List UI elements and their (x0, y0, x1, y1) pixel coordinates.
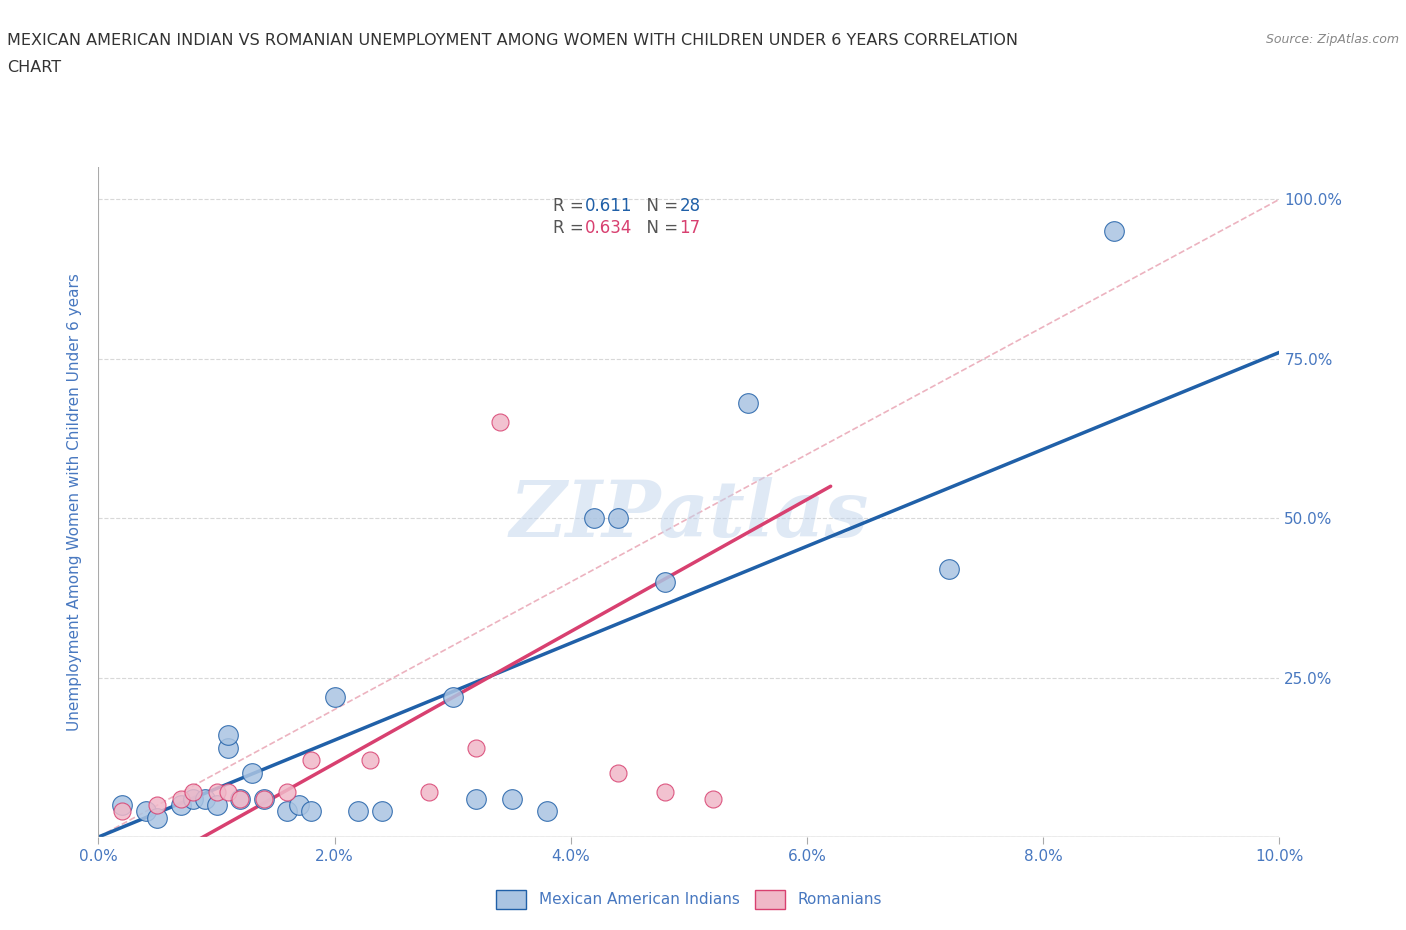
Point (938, 562, 960, 577)
Point (465, 740, 488, 755)
Point (170, 798, 193, 813)
Point (146, 798, 169, 813)
Point (299, 753, 322, 768)
Text: 28: 28 (679, 197, 700, 215)
Text: CHART: CHART (7, 60, 60, 75)
Point (1102, 224, 1125, 239)
Text: R =: R = (553, 197, 589, 215)
Point (217, 740, 239, 755)
Text: 0.634: 0.634 (585, 219, 633, 236)
Point (654, 785, 676, 800)
Point (607, 511, 630, 525)
Point (359, 753, 381, 768)
Point (146, 810, 169, 825)
Point (465, 791, 488, 806)
Point (253, 791, 276, 806)
Point (654, 575, 676, 590)
Point (217, 785, 239, 800)
Point (205, 785, 228, 800)
Point (205, 798, 228, 813)
Text: MEXICAN AMERICAN INDIAN VS ROMANIAN UNEMPLOYMENT AMONG WOMEN WITH CHILDREN UNDER: MEXICAN AMERICAN INDIAN VS ROMANIAN UNEM… (7, 33, 1018, 47)
Point (607, 765, 630, 780)
Point (536, 804, 558, 819)
Point (489, 415, 512, 430)
Point (347, 804, 370, 819)
Text: 0.611: 0.611 (585, 197, 633, 215)
Text: 17: 17 (679, 219, 700, 236)
Point (276, 785, 298, 800)
Point (229, 791, 252, 806)
Point (737, 396, 759, 411)
Point (702, 791, 724, 806)
Point (194, 791, 217, 806)
Point (323, 689, 346, 704)
Point (253, 791, 276, 806)
Point (170, 791, 193, 806)
Text: Source: ZipAtlas.com: Source: ZipAtlas.com (1265, 33, 1399, 46)
Point (181, 791, 204, 806)
Point (111, 798, 134, 813)
Y-axis label: Unemployment Among Women with Children Under 6 years: Unemployment Among Women with Children U… (67, 273, 83, 731)
Point (441, 689, 464, 704)
Text: R =: R = (553, 219, 589, 236)
Text: ZIPatlas: ZIPatlas (509, 477, 869, 554)
Point (240, 765, 263, 780)
Text: N =: N = (636, 219, 683, 236)
Legend: Mexican American Indians, Romanians: Mexican American Indians, Romanians (488, 883, 890, 916)
Point (371, 804, 394, 819)
Point (111, 804, 134, 819)
Point (135, 804, 157, 819)
Point (299, 804, 322, 819)
Point (181, 785, 204, 800)
Text: N =: N = (636, 197, 683, 215)
Point (501, 791, 523, 806)
Point (229, 791, 252, 806)
Point (217, 727, 239, 742)
Point (276, 804, 298, 819)
Point (418, 785, 440, 800)
Point (288, 798, 311, 813)
Point (583, 511, 606, 525)
